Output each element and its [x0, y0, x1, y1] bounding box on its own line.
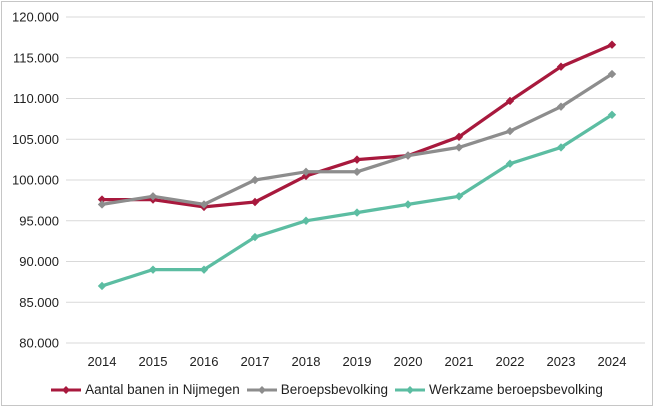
- y-axis-tick-label: 80.000: [19, 336, 59, 351]
- legend-item-beroepsbevolking: Beroepsbevolking: [246, 382, 389, 397]
- legend-swatch-diamond: [62, 385, 71, 394]
- legend-swatch-diamond: [257, 385, 266, 394]
- data-point-marker: [148, 265, 158, 274]
- data-point-marker: [250, 197, 260, 207]
- y-axis-tick-label: 120.000: [12, 10, 59, 25]
- data-point-marker: [301, 216, 311, 225]
- y-axis-tick-label: 110.000: [13, 91, 59, 106]
- x-axis-tick-label: 2022: [496, 354, 525, 369]
- data-point-marker: [352, 155, 362, 164]
- x-axis-tick-label: 2019: [343, 354, 372, 369]
- x-axis-tick-label: 2021: [445, 354, 474, 369]
- chart-plot-area: 120.000 115.000 110.000 105.000 100.000 95.00…: [12, 10, 645, 369]
- data-point-marker: [352, 167, 362, 177]
- x-axis-tick-label: 2016: [190, 354, 219, 369]
- data-point-marker: [97, 195, 107, 204]
- y-axis-tick-label: 105.000: [12, 132, 59, 147]
- data-point-marker: [97, 200, 107, 209]
- y-axis-tick-label: 100.000: [12, 173, 59, 188]
- y-axis-tick-label: 85.000: [19, 295, 59, 310]
- x-axis-tick-label: 2020: [394, 354, 423, 369]
- data-point-marker: [97, 281, 107, 291]
- data-point-marker: [556, 102, 566, 111]
- series-line-1: [100, 43, 614, 209]
- data-point-marker: [403, 151, 413, 160]
- x-axis-tick-label: 2023: [547, 354, 576, 369]
- legend-swatch-diamond: [406, 385, 415, 394]
- y-axis-tick-label: 95.000: [19, 213, 59, 228]
- data-point-marker: [607, 110, 617, 119]
- legend-line-diamond-icon: [51, 385, 82, 394]
- data-point-marker: [403, 200, 413, 209]
- data-point-marker: [199, 200, 209, 209]
- x-axis-tick-label: 2014: [88, 354, 117, 369]
- data-point-marker: [607, 40, 617, 49]
- legend-line-diamond-icon: [395, 385, 426, 394]
- data-point-marker: [505, 159, 515, 168]
- data-point-marker: [454, 143, 464, 152]
- legend-line-diamond-icon: [246, 385, 277, 394]
- legend-label-aantal-banen: Aantal banen in Nijmegen: [85, 382, 240, 397]
- legend-item-aantal-banen: Aantal banen in Nijmegen: [51, 382, 240, 397]
- x-axis-tick-label: 2024: [598, 354, 627, 369]
- legend-label-werkzame-beroepsbevolking: Werkzame beroepsbevolking: [429, 382, 603, 397]
- chart-legend: Aantal banen in Nijmegen Beroepsbevolkin…: [0, 382, 654, 397]
- x-axis-tick-label: 2017: [241, 354, 270, 369]
- x-axis-tick-label: 2018: [292, 354, 321, 369]
- data-point-marker: [505, 126, 515, 136]
- y-axis-tick-label: 90.000: [19, 254, 59, 269]
- data-point-marker: [556, 143, 566, 152]
- data-point-marker: [454, 132, 464, 142]
- data-point-marker: [250, 232, 260, 242]
- data-point-marker: [148, 192, 158, 201]
- legend-label-beroepsbevolking: Beroepsbevolking: [280, 382, 389, 397]
- x-axis-tick-label: 2015: [139, 354, 168, 369]
- data-point-marker: [454, 192, 464, 201]
- data-point-marker: [607, 69, 617, 79]
- data-point-marker: [505, 96, 515, 106]
- data-point-marker: [301, 167, 311, 177]
- y-axis-tick-label: 115.000: [13, 50, 59, 65]
- data-point-marker: [556, 62, 566, 71]
- data-point-marker: [199, 265, 209, 274]
- data-point-marker: [250, 175, 260, 185]
- legend-item-werkzame-beroepsbevolking: Werkzame beroepsbevolking: [395, 382, 603, 397]
- data-point-marker: [352, 208, 362, 217]
